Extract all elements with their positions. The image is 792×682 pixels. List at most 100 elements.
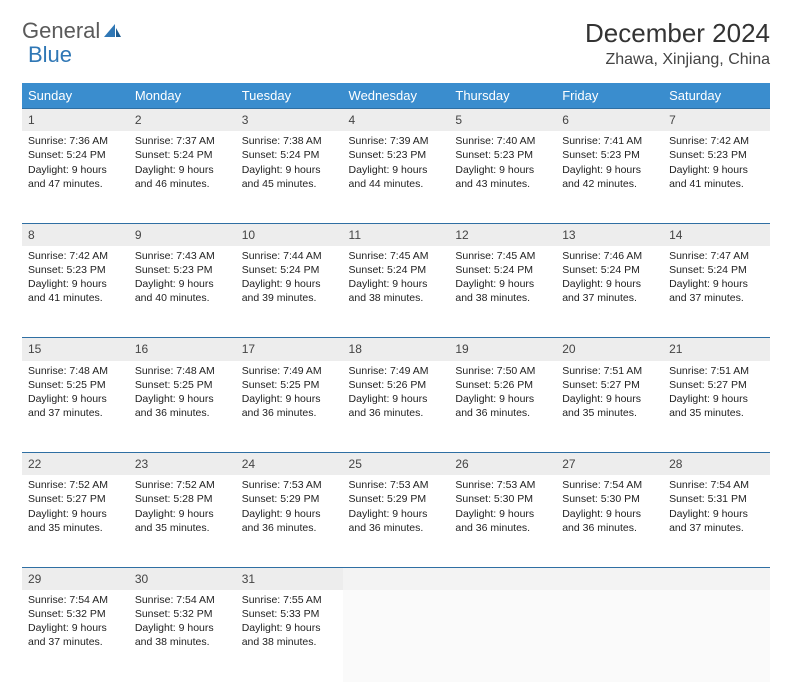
daylight-text: Daylight: 9 hours and 35 minutes. — [135, 507, 230, 535]
sunset-text: Sunset: 5:23 PM — [669, 148, 764, 162]
day-number-cell: 13 — [556, 223, 663, 246]
day-content-row: Sunrise: 7:48 AMSunset: 5:25 PMDaylight:… — [22, 361, 770, 453]
calendar-table: Sunday Monday Tuesday Wednesday Thursday… — [22, 83, 770, 682]
daylight-text: Daylight: 9 hours and 36 minutes. — [135, 392, 230, 420]
daylight-text: Daylight: 9 hours and 42 minutes. — [562, 163, 657, 191]
day-content-cell: Sunrise: 7:54 AMSunset: 5:30 PMDaylight:… — [556, 475, 663, 567]
day-number-cell: 3 — [236, 109, 343, 132]
sunset-text: Sunset: 5:25 PM — [135, 378, 230, 392]
day-number-cell: 19 — [449, 338, 556, 361]
weekday-header: Friday — [556, 83, 663, 109]
day-number-cell: 23 — [129, 453, 236, 476]
day-number-cell — [449, 567, 556, 590]
sunset-text: Sunset: 5:24 PM — [455, 263, 550, 277]
day-number-cell: 20 — [556, 338, 663, 361]
day-number-cell: 4 — [343, 109, 450, 132]
day-content-cell — [556, 590, 663, 682]
sunrise-text: Sunrise: 7:48 AM — [28, 364, 123, 378]
day-number-cell: 1 — [22, 109, 129, 132]
day-number-cell: 30 — [129, 567, 236, 590]
daylight-text: Daylight: 9 hours and 35 minutes. — [28, 507, 123, 535]
sunrise-text: Sunrise: 7:47 AM — [669, 249, 764, 263]
sunset-text: Sunset: 5:33 PM — [242, 607, 337, 621]
sunrise-text: Sunrise: 7:55 AM — [242, 593, 337, 607]
sunrise-text: Sunrise: 7:52 AM — [28, 478, 123, 492]
day-number-cell: 2 — [129, 109, 236, 132]
day-number-cell: 31 — [236, 567, 343, 590]
sunset-text: Sunset: 5:24 PM — [349, 263, 444, 277]
sunrise-text: Sunrise: 7:46 AM — [562, 249, 657, 263]
sunrise-text: Sunrise: 7:53 AM — [242, 478, 337, 492]
day-content-cell: Sunrise: 7:40 AMSunset: 5:23 PMDaylight:… — [449, 131, 556, 223]
daylight-text: Daylight: 9 hours and 44 minutes. — [349, 163, 444, 191]
sunset-text: Sunset: 5:26 PM — [455, 378, 550, 392]
sunrise-text: Sunrise: 7:44 AM — [242, 249, 337, 263]
sunrise-text: Sunrise: 7:38 AM — [242, 134, 337, 148]
sunrise-text: Sunrise: 7:54 AM — [562, 478, 657, 492]
day-number-cell: 22 — [22, 453, 129, 476]
day-number-row: 22232425262728 — [22, 453, 770, 476]
sunrise-text: Sunrise: 7:54 AM — [669, 478, 764, 492]
day-number-cell: 14 — [663, 223, 770, 246]
day-content-cell — [663, 590, 770, 682]
day-content-row: Sunrise: 7:54 AM Sunset: 5:32 PM Daylight:… — [22, 590, 770, 682]
sunset-text: Sunset: 5:23 PM — [28, 263, 123, 277]
daylight-text: Daylight: 9 hours and 37 minutes. — [28, 392, 123, 420]
daylight-text: Daylight: 9 hours and 36 minutes. — [349, 392, 444, 420]
day-content-cell: Sunrise: 7:54 AMSunset: 5:31 PMDaylight:… — [663, 475, 770, 567]
day-number-row: 1234567 — [22, 109, 770, 132]
sunrise-text: Sunrise: 7:49 AM — [242, 364, 337, 378]
sunset-text: Sunset: 5:25 PM — [242, 378, 337, 392]
sunset-text: Sunset: 5:24 PM — [562, 263, 657, 277]
day-content-cell — [343, 590, 450, 682]
day-content-cell: Sunrise: 7:51 AMSunset: 5:27 PMDaylight:… — [556, 361, 663, 453]
weekday-header-row: Sunday Monday Tuesday Wednesday Thursday… — [22, 83, 770, 109]
sunset-text: Sunset: 5:27 PM — [669, 378, 764, 392]
day-number-cell: 5 — [449, 109, 556, 132]
sunrise-text: Sunrise: 7:36 AM — [28, 134, 123, 148]
day-content-cell: Sunrise: 7:46 AMSunset: 5:24 PMDaylight:… — [556, 246, 663, 338]
daylight-text: Daylight: 9 hours and 37 minutes. — [669, 507, 764, 535]
day-number-cell: 16 — [129, 338, 236, 361]
day-number-cell: 28 — [663, 453, 770, 476]
sunset-text: Sunset: 5:24 PM — [242, 148, 337, 162]
day-number-cell: 21 — [663, 338, 770, 361]
day-content-cell: Sunrise: 7:39 AMSunset: 5:23 PMDaylight:… — [343, 131, 450, 223]
daylight-text: Daylight: 9 hours and 35 minutes. — [669, 392, 764, 420]
day-number-cell: 8 — [22, 223, 129, 246]
day-number-cell: 10 — [236, 223, 343, 246]
daylight-text: Daylight: 9 hours and 38 minutes. — [455, 277, 550, 305]
sunset-text: Sunset: 5:30 PM — [455, 492, 550, 506]
sunrise-text: Sunrise: 7:50 AM — [455, 364, 550, 378]
day-number-cell: 7 — [663, 109, 770, 132]
day-content-cell: Sunrise: 7:53 AMSunset: 5:29 PMDaylight:… — [236, 475, 343, 567]
day-number-row: 891011121314 — [22, 223, 770, 246]
day-number-cell: 9 — [129, 223, 236, 246]
sunrise-text: Sunrise: 7:53 AM — [349, 478, 444, 492]
sunset-text: Sunset: 5:26 PM — [349, 378, 444, 392]
sunset-text: Sunset: 5:23 PM — [135, 263, 230, 277]
day-content-cell: Sunrise: 7:44 AMSunset: 5:24 PMDaylight:… — [236, 246, 343, 338]
sunset-text: Sunset: 5:32 PM — [28, 607, 123, 621]
day-content-cell: Sunrise: 7:49 AMSunset: 5:26 PMDaylight:… — [343, 361, 450, 453]
sunrise-text: Sunrise: 7:39 AM — [349, 134, 444, 148]
daylight-text: Daylight: 9 hours and 38 minutes. — [349, 277, 444, 305]
day-number-cell: 17 — [236, 338, 343, 361]
sunset-text: Sunset: 5:24 PM — [135, 148, 230, 162]
daylight-text: Daylight: 9 hours and 36 minutes. — [455, 392, 550, 420]
day-content-cell: Sunrise: 7:38 AMSunset: 5:24 PMDaylight:… — [236, 131, 343, 223]
day-content-cell: Sunrise: 7:53 AMSunset: 5:30 PMDaylight:… — [449, 475, 556, 567]
calendar-body: 1234567Sunrise: 7:36 AMSunset: 5:24 PMDa… — [22, 109, 770, 682]
sunset-text: Sunset: 5:25 PM — [28, 378, 123, 392]
daylight-text: Daylight: 9 hours and 37 minutes. — [562, 277, 657, 305]
sunrise-text: Sunrise: 7:43 AM — [135, 249, 230, 263]
sunset-text: Sunset: 5:23 PM — [455, 148, 550, 162]
day-number-cell: 18 — [343, 338, 450, 361]
day-content-cell: Sunrise: 7:45 AMSunset: 5:24 PMDaylight:… — [449, 246, 556, 338]
sunset-text: Sunset: 5:24 PM — [669, 263, 764, 277]
sunrise-text: Sunrise: 7:54 AM — [135, 593, 230, 607]
daylight-text: Daylight: 9 hours and 38 minutes. — [242, 621, 337, 649]
day-number-cell: 26 — [449, 453, 556, 476]
sunrise-text: Sunrise: 7:53 AM — [455, 478, 550, 492]
day-content-cell: Sunrise: 7:50 AMSunset: 5:26 PMDaylight:… — [449, 361, 556, 453]
